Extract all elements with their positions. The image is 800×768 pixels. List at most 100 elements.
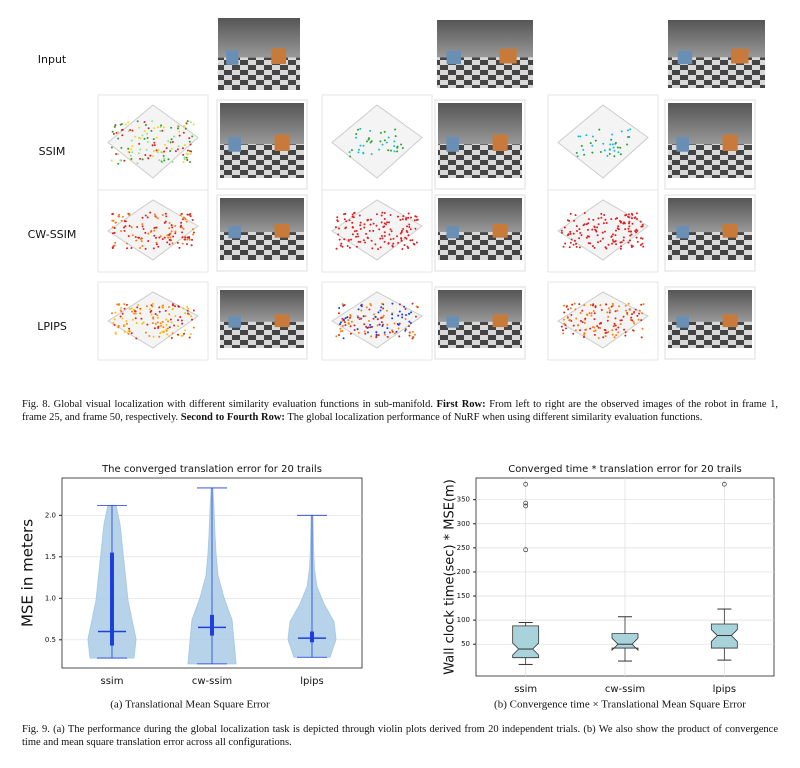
chart-caption: (a) Translational Mean Square Error (110, 699, 270, 711)
scatter-dot (337, 312, 340, 315)
scatter-dot (572, 332, 575, 335)
scatter-dot (146, 132, 149, 135)
scatter-dot (383, 218, 386, 221)
scatter-dot (151, 144, 154, 147)
figure-8-caption: Fig. 8. Global visual localization with … (22, 398, 778, 424)
scatter-dot (139, 137, 142, 140)
scatter-dot (401, 316, 404, 319)
scatter-dot (123, 330, 126, 333)
scatter-dot (359, 240, 362, 243)
photo-object (228, 316, 241, 328)
scatter-dot (180, 224, 183, 227)
photo-object (228, 225, 241, 239)
scatter-dot (608, 309, 611, 312)
scatter-dot (171, 242, 174, 245)
scatter-dot (165, 215, 168, 218)
scatter-dot (186, 236, 189, 239)
scatter-dot (120, 219, 123, 222)
scatter-dot (336, 216, 339, 219)
scatter-dot (613, 336, 616, 339)
scatter-dot (121, 134, 124, 137)
scatter-dot (137, 152, 140, 155)
scatter-dot (182, 307, 185, 310)
scatter-dot (177, 319, 180, 322)
scatter-dot (375, 333, 378, 336)
scatter-dot (572, 324, 575, 327)
scatter-dot (592, 310, 595, 313)
scatter-dot (624, 334, 627, 337)
scatter-dot (335, 335, 338, 338)
scatter-dot (113, 244, 116, 247)
scatter-dot (578, 246, 581, 249)
scatter-dot (152, 155, 155, 158)
outlier (523, 500, 529, 506)
scatter-dot (130, 148, 133, 151)
scatter-dot (589, 327, 592, 330)
scatter-dot (177, 124, 180, 127)
scatter-dot (141, 158, 144, 161)
scatter-dot (123, 307, 126, 310)
scatter-dot (408, 334, 411, 337)
scatter-dot (603, 230, 606, 233)
scatter-dot (366, 331, 369, 334)
scatter-dot (185, 156, 188, 159)
scatter-dot (129, 154, 132, 157)
scatter-dot (129, 129, 132, 132)
scatter-dot (626, 135, 629, 138)
scatter-dot (606, 311, 609, 314)
scatter-dot (166, 327, 169, 330)
scatter-dot (403, 305, 406, 308)
scatter-dot (571, 303, 574, 306)
scatter-dot (569, 241, 572, 244)
scatter-dot (185, 122, 188, 125)
scatter-dot (186, 305, 189, 308)
scatter-dot (611, 302, 614, 305)
scatter-dot (353, 212, 356, 215)
scatter-dot (130, 332, 133, 335)
scatter-dot (400, 237, 403, 240)
scatter-dot (389, 228, 392, 231)
scatter-dot (617, 151, 620, 154)
scatter-dot (626, 143, 629, 146)
photo-object (722, 314, 738, 328)
scatter-dot (183, 156, 186, 159)
scatter-dot (369, 302, 372, 305)
scatter-dot (393, 150, 396, 153)
scatter-dot (172, 235, 175, 238)
scatter-dot (186, 159, 189, 162)
scatter-dot (365, 306, 368, 309)
scatter-dot (639, 220, 642, 223)
scatter-dot (607, 315, 610, 318)
scatter-dot (348, 219, 351, 222)
scatter-dot (386, 221, 389, 224)
scatter-dot (121, 312, 124, 315)
scatter-dot (114, 332, 117, 335)
scatter-dot (188, 313, 191, 316)
scatter-dot (614, 234, 617, 237)
scatter-dot (341, 324, 344, 327)
scatter-dot (351, 226, 354, 229)
scatter-dot (586, 313, 589, 316)
scatter-dot (377, 248, 380, 251)
scatter-dot (125, 320, 128, 323)
scatter-dot (591, 245, 594, 248)
scatter-dot (382, 307, 385, 310)
scatter-dot (162, 330, 165, 333)
scatter-dot (171, 308, 174, 311)
scatter-dot (372, 229, 375, 232)
scatter-dot (166, 333, 169, 336)
scatter-dot (162, 154, 165, 157)
scatter-dot (127, 235, 130, 238)
photo-object (446, 225, 459, 239)
scatter-dot (182, 334, 185, 337)
scatter-dot (189, 143, 192, 146)
scatter-dot (183, 332, 186, 335)
scatter-dot (117, 326, 120, 329)
scatter-dot (164, 309, 167, 312)
scatter-dot (181, 218, 184, 221)
scatter-dot (619, 319, 622, 322)
scatter-dot (391, 329, 394, 332)
scatter-dot (381, 211, 384, 214)
scatter-dot (179, 214, 182, 217)
scatter-dot (402, 228, 405, 231)
